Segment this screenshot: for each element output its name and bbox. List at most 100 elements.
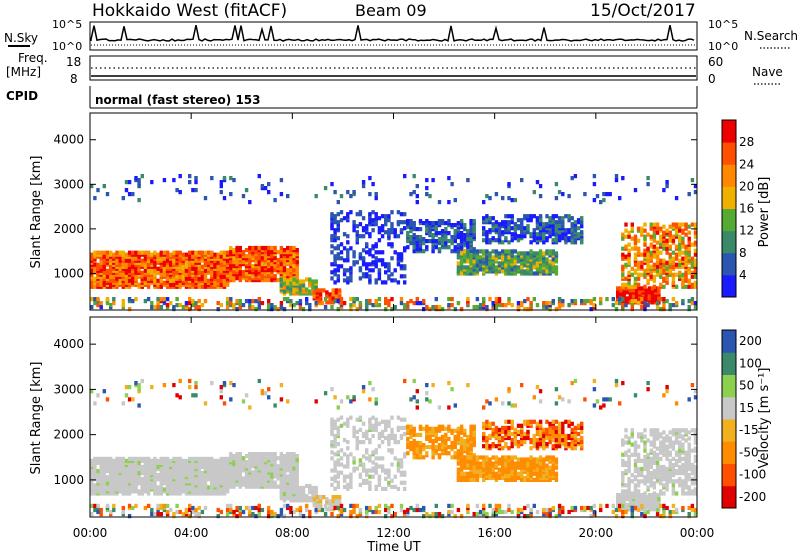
velocity-cell xyxy=(232,454,236,459)
power-cell xyxy=(336,278,340,283)
power-cell xyxy=(248,254,252,259)
power-cell xyxy=(336,244,340,249)
power-cell xyxy=(374,242,378,247)
velocity-cell xyxy=(96,469,100,474)
power-cell xyxy=(501,220,505,225)
velocity-cell xyxy=(475,469,480,474)
power-cell xyxy=(314,285,318,290)
power-cell xyxy=(197,250,201,255)
velocity-cell xyxy=(526,419,530,424)
power-cell xyxy=(301,283,306,288)
power-cell xyxy=(440,233,445,238)
velocity-cell xyxy=(159,471,163,476)
power-cell xyxy=(693,234,698,239)
power-cell xyxy=(425,219,429,224)
velocity-cell xyxy=(478,455,483,460)
power-cell xyxy=(219,190,223,195)
velocity-cell xyxy=(124,483,129,488)
power-cell xyxy=(178,274,182,279)
velocity-cell xyxy=(520,423,524,428)
power-cell xyxy=(156,278,160,283)
velocity-cell xyxy=(330,482,334,487)
power-cell xyxy=(542,301,546,306)
power-cell xyxy=(312,294,316,299)
velocity-cell xyxy=(485,444,489,449)
power-cell xyxy=(358,266,363,271)
power-cell xyxy=(535,236,540,241)
power-cell xyxy=(501,249,505,254)
power-cell xyxy=(472,219,476,224)
power-cell xyxy=(494,297,499,302)
power-cell xyxy=(384,222,388,227)
power-cell xyxy=(428,239,432,244)
power-cell xyxy=(526,214,530,219)
power-cell xyxy=(333,214,337,219)
power-cell xyxy=(172,258,176,263)
velocity-cell xyxy=(241,456,246,461)
velocity-cell xyxy=(349,480,353,485)
velocity-cell xyxy=(355,466,359,471)
power-cell xyxy=(573,299,578,304)
velocity-cell xyxy=(485,435,489,441)
power-cell xyxy=(431,221,435,226)
power-cell xyxy=(346,234,350,239)
velocity-cell xyxy=(548,429,552,434)
velocity-cell xyxy=(526,461,530,466)
power-cell xyxy=(403,220,407,225)
velocity-cell xyxy=(374,448,378,453)
power-cell xyxy=(627,270,631,275)
velocity-cell xyxy=(513,438,517,443)
velocity-cell xyxy=(510,419,514,424)
power-cell xyxy=(377,276,382,281)
velocity-cell xyxy=(507,477,511,482)
power-cell xyxy=(153,305,157,310)
velocity-cell xyxy=(554,419,559,424)
velocity-cell xyxy=(409,424,413,429)
power-cell xyxy=(267,182,271,187)
power-cell xyxy=(308,307,312,312)
power-cell xyxy=(342,272,347,277)
velocity-cell xyxy=(399,480,404,485)
power-cell xyxy=(384,280,388,285)
velocity-cell xyxy=(406,445,410,450)
velocity-cell xyxy=(415,449,419,454)
power-cell xyxy=(659,307,663,312)
power-cell xyxy=(690,178,695,183)
velocity-cell xyxy=(478,465,483,470)
velocity-cell xyxy=(409,447,413,452)
power-cell xyxy=(647,294,652,299)
velocity-cell xyxy=(292,452,296,457)
power-cell xyxy=(270,266,274,271)
power-cell xyxy=(551,232,555,237)
power-cell xyxy=(415,184,419,189)
velocity-cell xyxy=(456,449,461,454)
power-cell xyxy=(657,286,661,291)
velocity-cell xyxy=(494,429,499,434)
power-cell xyxy=(592,198,597,203)
power-cell xyxy=(513,259,517,264)
velocity-cell xyxy=(219,489,223,494)
power-cell xyxy=(434,305,438,310)
power-cell xyxy=(630,246,634,251)
power-cell xyxy=(346,190,350,195)
power-cell xyxy=(409,229,413,234)
power-cell xyxy=(497,303,502,308)
power-cell xyxy=(545,301,549,306)
velocity-cell xyxy=(254,452,258,457)
power-cell xyxy=(535,257,540,262)
power-cell xyxy=(150,180,154,185)
velocity-cell xyxy=(422,455,426,460)
power-cell xyxy=(652,238,657,243)
velocity-cell xyxy=(105,481,110,486)
velocity-cell xyxy=(289,474,293,479)
power-cell xyxy=(393,278,397,283)
velocity-cell xyxy=(557,444,562,449)
velocity-cell xyxy=(276,456,280,461)
power-cell xyxy=(418,247,423,252)
power-cell xyxy=(396,234,401,239)
power-cell xyxy=(570,299,574,304)
power-cell xyxy=(330,212,334,217)
velocity-cell xyxy=(478,473,483,478)
power-cell xyxy=(260,274,265,279)
velocity-cell xyxy=(491,461,495,466)
